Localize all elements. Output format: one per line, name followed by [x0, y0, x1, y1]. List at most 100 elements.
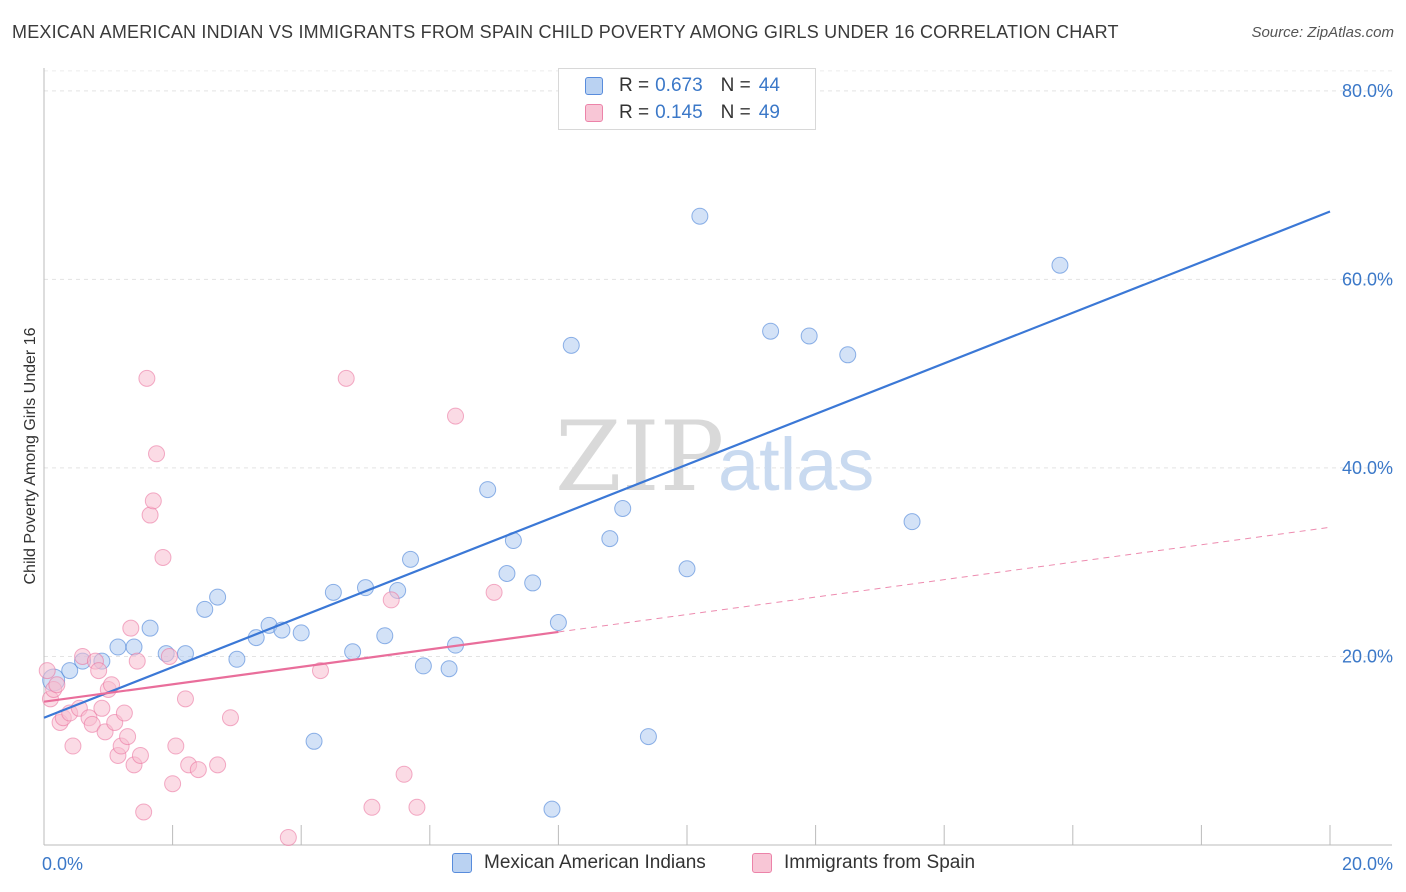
- point-mexican-american-indians: [691, 207, 709, 225]
- point-mexican-american-indians: [344, 643, 362, 661]
- point-immigrants-from-spain: [363, 798, 381, 816]
- point-mexican-american-indians: [376, 627, 394, 645]
- stats-n-label-1: N =: [720, 75, 751, 96]
- point-mexican-american-indians: [614, 499, 632, 517]
- point-mexican-american-indians: [678, 560, 696, 578]
- point-immigrants-from-spain: [447, 407, 465, 425]
- point-immigrants-from-spain: [115, 704, 133, 722]
- point-immigrants-from-spain: [135, 803, 153, 821]
- point-immigrants-from-spain: [167, 737, 185, 755]
- x-tick-label: 20.0%: [1342, 854, 1393, 874]
- point-mexican-american-indians: [414, 657, 432, 675]
- trend-line-mexican-american-indians: [43, 210, 1331, 719]
- tick-labels: 20.0% 40.0% 60.0% 80.0% 0.0% 20.0%: [42, 81, 1393, 874]
- stats-r-label-1: R =: [619, 75, 650, 96]
- source-label: Source: ZipAtlas.com: [1251, 24, 1394, 41]
- point-mexican-american-indians: [839, 346, 857, 364]
- watermark: ZIP atlas: [555, 401, 874, 513]
- y-tick-label: 60.0%: [1342, 269, 1393, 289]
- point-mexican-american-indians: [292, 624, 310, 642]
- point-mexican-american-indians: [800, 327, 818, 345]
- point-mexican-american-indians: [228, 650, 246, 668]
- point-mexican-american-indians: [305, 732, 323, 750]
- point-immigrants-from-spain: [119, 728, 137, 746]
- point-mexican-american-indians: [209, 588, 227, 606]
- point-mexican-american-indians: [141, 619, 159, 637]
- point-immigrants-from-spain: [93, 699, 111, 717]
- point-immigrants-from-spain: [144, 492, 162, 510]
- legend-item-mexican-american-indians: Mexican American Indians: [452, 852, 706, 874]
- point-immigrants-from-spain: [48, 676, 66, 694]
- point-immigrants-from-spain: [395, 765, 413, 783]
- stats-n-label-2: N =: [720, 102, 751, 123]
- grid-lines: [44, 70, 1392, 657]
- point-mexican-american-indians: [639, 728, 657, 746]
- point-immigrants-from-spain: [38, 662, 56, 680]
- point-immigrants-from-spain: [337, 369, 355, 387]
- point-immigrants-from-spain: [189, 761, 207, 779]
- point-mexican-american-indians: [440, 660, 458, 678]
- y-axis-label: Child Poverty Among Girls Under 16: [22, 327, 39, 584]
- point-mexican-american-indians: [498, 565, 516, 583]
- point-mexican-american-indians: [903, 513, 921, 531]
- stats-r-value-1: 0.673: [655, 75, 703, 96]
- y-tick-label: 40.0%: [1342, 458, 1393, 478]
- point-immigrants-from-spain: [148, 445, 166, 463]
- point-immigrants-from-spain: [64, 737, 82, 755]
- legend-label-mexican-american-indians: Mexican American Indians: [484, 852, 706, 873]
- point-immigrants-from-spain: [408, 798, 426, 816]
- point-immigrants-from-spain: [160, 647, 178, 665]
- y-tick-label: 20.0%: [1342, 646, 1393, 666]
- stats-n-value-1: 44: [758, 75, 780, 96]
- point-immigrants-from-spain: [154, 548, 172, 566]
- point-immigrants-from-spain: [90, 662, 108, 680]
- stats-swatch-1: [585, 77, 603, 95]
- watermark-atlas: atlas: [718, 423, 874, 506]
- point-mexican-american-indians: [402, 550, 420, 568]
- point-immigrants-from-spain: [485, 583, 503, 601]
- point-immigrants-from-spain: [138, 369, 156, 387]
- point-mexican-american-indians: [601, 530, 619, 548]
- chart-title: MEXICAN AMERICAN INDIAN VS IMMIGRANTS FR…: [12, 22, 1119, 42]
- stats-legend: R = 0.673 N = 44 R = 0.145 N = 49: [558, 68, 816, 130]
- stats-r-label-2: R =: [619, 102, 650, 123]
- point-mexican-american-indians: [543, 800, 561, 818]
- x-tick-label: 0.0%: [42, 854, 83, 874]
- stats-n-value-2: 49: [758, 102, 780, 123]
- stats-row-2: R = 0.145 N = 49: [585, 100, 780, 126]
- legend-swatch-mexican-american-indians: [452, 853, 472, 873]
- point-mexican-american-indians: [524, 574, 542, 592]
- point-immigrants-from-spain: [209, 756, 227, 774]
- point-mexican-american-indians: [196, 600, 214, 618]
- point-mexican-american-indians: [109, 638, 127, 656]
- point-mexican-american-indians: [125, 638, 143, 656]
- stats-swatch-2: [585, 104, 603, 122]
- series-legend: Mexican American Indians Immigrants from…: [0, 850, 1406, 880]
- point-mexican-american-indians: [1051, 256, 1069, 274]
- point-immigrants-from-spain: [164, 775, 182, 793]
- point-immigrants-from-spain: [122, 619, 140, 637]
- trend-line-immigrants-from-spain: [43, 630, 559, 703]
- point-immigrants-from-spain: [83, 715, 101, 733]
- trend-lines: [43, 210, 1331, 719]
- point-mexican-american-indians: [562, 336, 580, 354]
- data-points: [38, 110, 1069, 846]
- point-mexican-american-indians: [762, 322, 780, 340]
- point-immigrants-from-spain: [311, 662, 329, 680]
- point-immigrants-from-spain: [141, 506, 159, 524]
- point-immigrants-from-spain: [176, 690, 194, 708]
- legend-item-immigrants-from-spain: Immigrants from Spain: [752, 852, 975, 874]
- axes: [43, 68, 1392, 846]
- y-tick-label: 80.0%: [1342, 81, 1393, 101]
- legend-swatch-immigrants-from-spain: [752, 853, 772, 873]
- point-immigrants-from-spain: [279, 828, 297, 846]
- point-immigrants-from-spain: [128, 652, 146, 670]
- watermark-zip: ZIP: [555, 401, 724, 513]
- legend-label-immigrants-from-spain: Immigrants from Spain: [784, 852, 976, 873]
- point-immigrants-from-spain: [221, 709, 239, 727]
- stats-row-1: R = 0.673 N = 44: [585, 73, 780, 99]
- stats-r-value-2: 0.145: [655, 102, 703, 123]
- point-mexican-american-indians: [479, 481, 497, 499]
- point-mexican-american-indians: [549, 614, 567, 632]
